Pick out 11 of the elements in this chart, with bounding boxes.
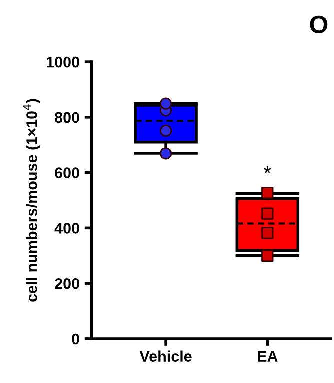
y-tick-label: 200 — [55, 278, 80, 290]
y-axis-title: cell numbers/mouse (1×10$^{4}$) — [24, 99, 40, 302]
x-tick-label: EA — [258, 351, 278, 362]
y-tick-label: 800 — [55, 112, 80, 124]
y-tick-label: 0 — [72, 334, 80, 345]
y-tick-label: 1000 — [47, 56, 80, 68]
y-tick-label: 600 — [55, 168, 80, 178]
text: O — [310, 16, 328, 34]
annotation: * — [264, 166, 272, 174]
y-tick-label: 400 — [54, 223, 80, 234]
x-tick-label: Vehicle — [140, 350, 192, 362]
